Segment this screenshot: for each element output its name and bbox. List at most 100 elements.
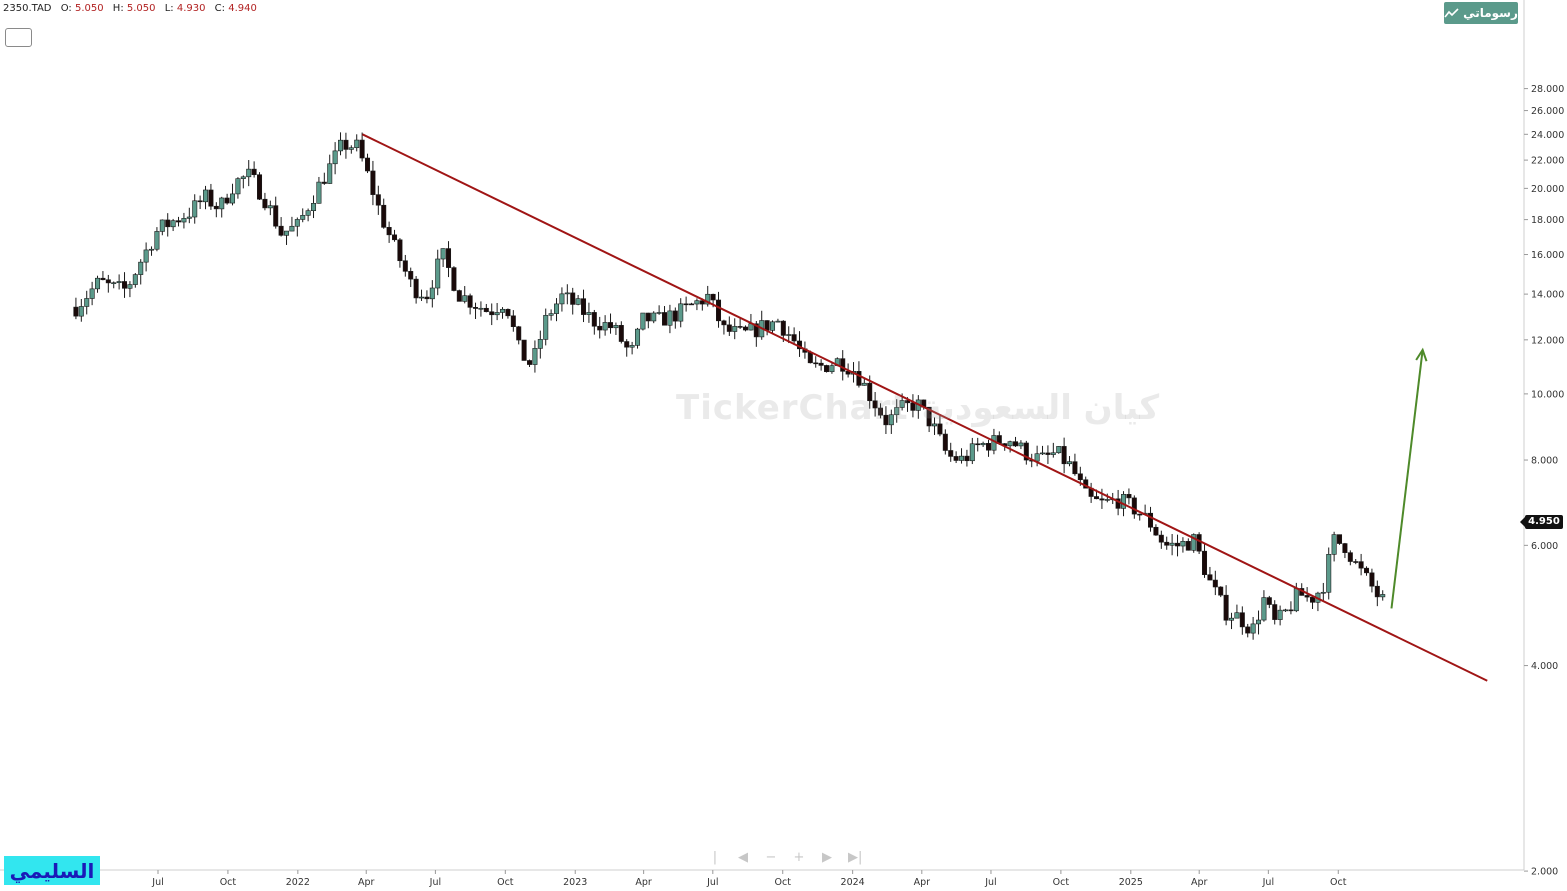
candle	[721, 319, 727, 335]
candle	[186, 207, 192, 224]
candle	[1088, 482, 1094, 503]
candle	[1310, 596, 1316, 609]
open-value: 5.050	[74, 3, 104, 14]
chart-navigation: | ◀ − + ▶ ▶|	[708, 850, 863, 865]
candle	[381, 198, 387, 229]
trend-line-icon	[1444, 8, 1459, 18]
candle	[159, 219, 165, 236]
candle	[624, 339, 630, 357]
indicator-settings-button[interactable]	[5, 28, 32, 47]
candle	[262, 192, 268, 211]
candle	[219, 196, 225, 218]
candle	[559, 287, 565, 312]
candle	[1137, 513, 1143, 521]
candle	[500, 307, 506, 319]
candle	[143, 242, 149, 272]
candle	[726, 316, 732, 336]
candle	[359, 132, 365, 162]
candle	[1229, 612, 1235, 630]
candle	[1337, 534, 1343, 545]
chevron-left-icon[interactable]: ◀	[738, 850, 748, 865]
candle	[586, 302, 592, 323]
candle	[213, 202, 219, 218]
candle	[1369, 568, 1375, 593]
candle	[608, 313, 614, 334]
candle	[138, 259, 144, 285]
zoom-in-icon[interactable]: +	[793, 850, 805, 865]
x-tick-label: Jul	[706, 877, 718, 888]
zoom-out-icon[interactable]: −	[765, 850, 777, 865]
candle	[1331, 531, 1337, 562]
candle	[197, 195, 203, 210]
y-tick-label: 10.000	[1531, 389, 1564, 400]
candle	[462, 286, 468, 304]
candle	[829, 362, 835, 374]
candle	[489, 303, 495, 326]
candle	[1207, 566, 1213, 581]
candle	[1023, 440, 1029, 465]
candle	[878, 403, 884, 419]
candle	[321, 172, 327, 185]
x-tick-label: 2024	[841, 877, 865, 888]
candle	[1353, 558, 1359, 565]
candle	[116, 274, 122, 290]
candle	[240, 175, 246, 189]
candle	[1180, 537, 1186, 553]
candle	[737, 317, 743, 329]
candle	[516, 325, 522, 345]
candle	[1067, 456, 1073, 467]
candle	[413, 276, 419, 304]
candle	[872, 392, 878, 417]
candle	[192, 194, 198, 224]
candle	[1266, 595, 1272, 609]
candle	[1342, 542, 1348, 559]
bar-icon[interactable]: |	[712, 850, 718, 865]
candle	[1104, 493, 1110, 503]
candle	[840, 350, 846, 381]
candle	[764, 320, 770, 336]
candle	[1164, 536, 1170, 550]
x-tick-label: Oct	[775, 877, 792, 888]
candle	[338, 132, 344, 156]
candle	[435, 249, 441, 296]
candle	[618, 321, 624, 344]
candle	[224, 193, 230, 205]
candle	[456, 289, 462, 302]
candle	[294, 217, 300, 237]
candle	[89, 281, 95, 306]
candle	[969, 437, 975, 465]
candle	[813, 356, 819, 368]
candle	[1158, 530, 1164, 549]
candle	[446, 241, 452, 278]
candle	[419, 289, 425, 301]
symbol-label: 2350.TAD	[3, 3, 52, 14]
y-tick-label: 4.000	[1531, 661, 1558, 672]
y-tick-label: 2.000	[1531, 867, 1558, 878]
open-label: O:	[60, 3, 72, 14]
target-arrow[interactable]	[1390, 349, 1424, 609]
resistance-trendline[interactable]	[362, 133, 1488, 682]
brand-button[interactable]: رسوماتي	[1444, 2, 1518, 24]
candle	[149, 246, 155, 256]
skip-end-icon[interactable]: ▶|	[848, 850, 863, 865]
candle	[672, 307, 678, 329]
candle	[1326, 547, 1332, 600]
candle	[1099, 488, 1105, 509]
candle	[84, 290, 90, 315]
high-label: H:	[112, 3, 124, 14]
y-tick-label: 18.000	[1531, 215, 1564, 226]
candle	[894, 399, 900, 423]
candle	[1212, 570, 1218, 596]
candle	[402, 254, 408, 277]
candle	[1250, 616, 1256, 640]
candle	[440, 248, 446, 268]
chevron-right-icon[interactable]: ▶	[822, 850, 832, 865]
x-tick-label: Apr	[914, 877, 931, 888]
candle	[527, 359, 533, 368]
candle	[953, 451, 959, 464]
candle	[1007, 440, 1013, 453]
x-tick-label: Jul	[1262, 877, 1274, 888]
candle	[1131, 495, 1137, 519]
candle	[1196, 532, 1202, 555]
